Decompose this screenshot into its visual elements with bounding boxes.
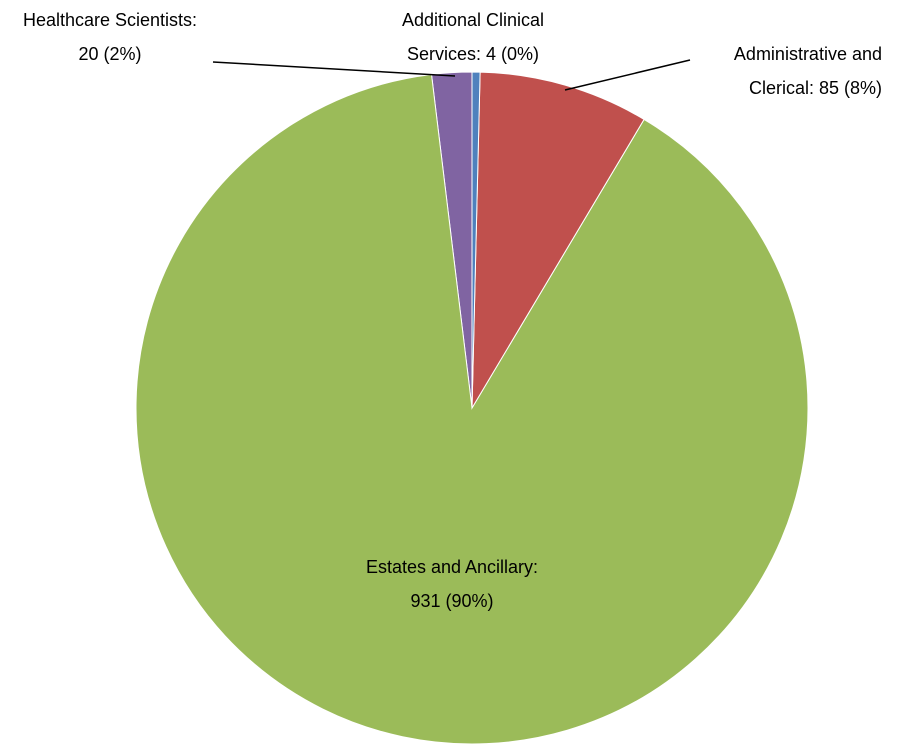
leader-line — [564, 59, 691, 91]
pie-slice — [471, 71, 645, 410]
pie-slice — [135, 73, 809, 744]
data-label: Estates and Ancillary: 931 (90%) — [365, 557, 539, 611]
data-label: Healthcare Scientists: 20 (2%) — [22, 10, 198, 64]
pie-slice — [471, 71, 481, 409]
leader-line — [212, 61, 456, 77]
data-label: Administrative and Clerical: 85 (8%) — [733, 44, 882, 98]
data-label: Additional Clinical Services: 4 (0%) — [401, 10, 545, 64]
